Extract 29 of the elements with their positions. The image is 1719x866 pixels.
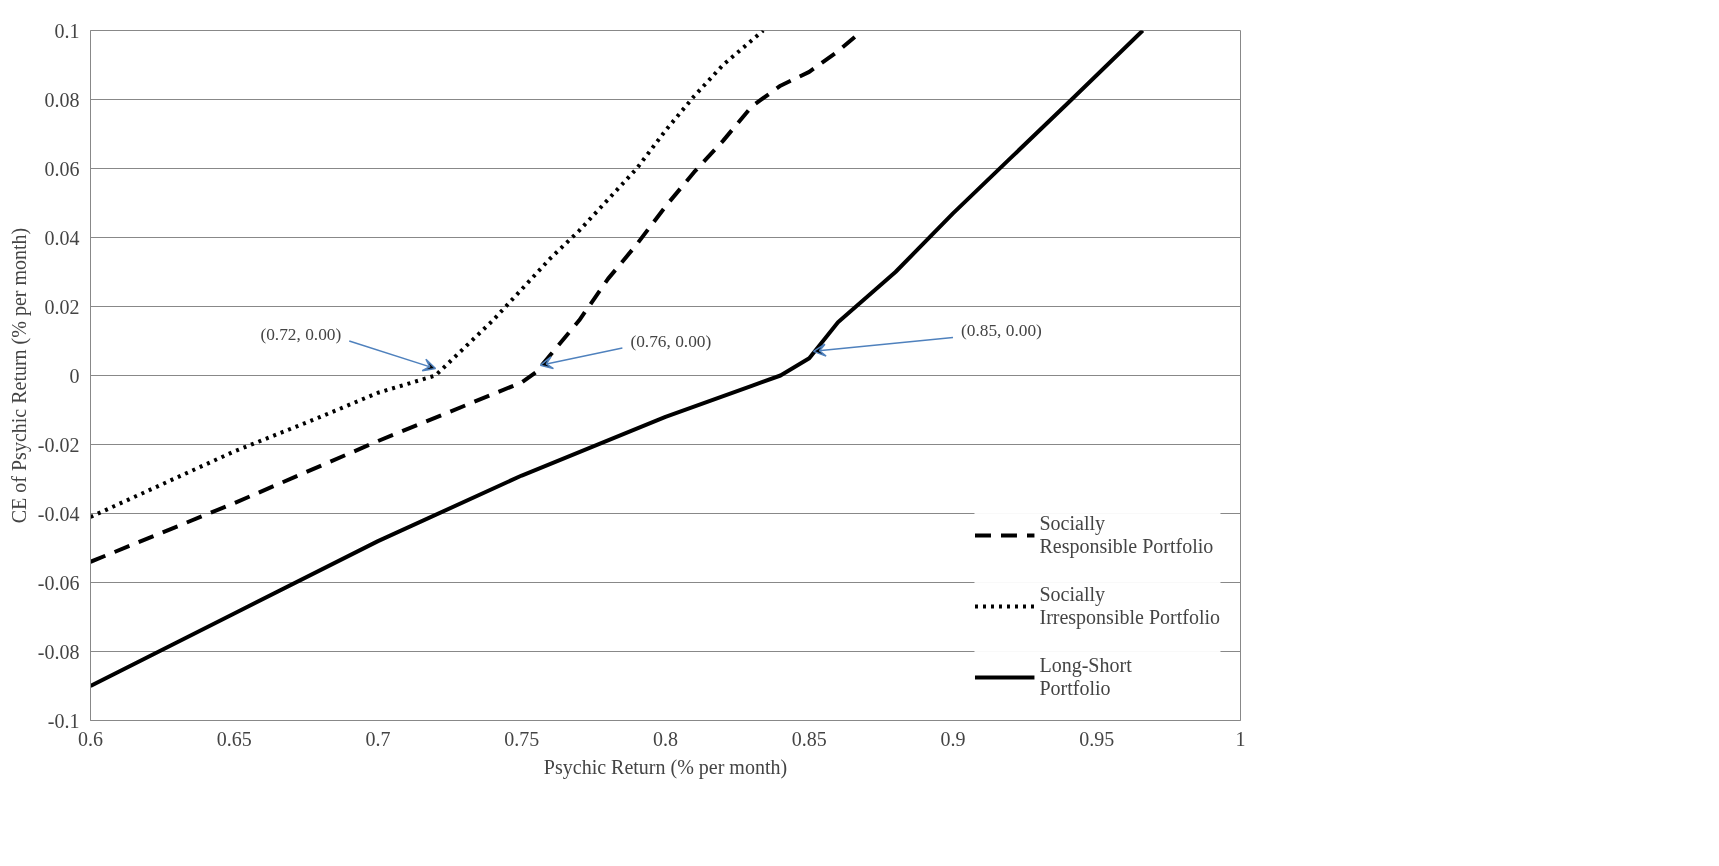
y-tick-label: 0.02	[44, 295, 80, 318]
y-tick-label: 0	[69, 364, 80, 387]
y-tick-label: 0.04	[44, 226, 80, 249]
legend-label: Socially Responsible Portfolio	[1039, 512, 1214, 558]
y-tick-label: 0.08	[44, 88, 80, 111]
y-axis-title: CE of Psychic Return (% per month)	[7, 227, 31, 524]
annotation: (0.72, 0.00)	[260, 324, 342, 344]
y-tick-label: -0.06	[37, 571, 80, 594]
x-tick-label: 1	[1235, 727, 1246, 750]
x-tick-label: 0.95	[1079, 727, 1115, 750]
x-tick-label: 0.9	[940, 727, 966, 750]
x-tick-label: 0.6	[78, 727, 103, 750]
y-tick-label: 0.06	[44, 157, 80, 180]
legend-label: Socially Irresponsible Portfolio	[1039, 583, 1220, 629]
x-tick-label: 0.65	[216, 727, 252, 750]
legend-label: Long-Short Portfolio	[1039, 654, 1132, 700]
x-axis-title: Psychic Return (% per month)	[543, 755, 788, 779]
x-tick-label: 0.85	[791, 727, 827, 750]
y-tick-label: -0.1	[47, 709, 80, 732]
y-tick-label: -0.04	[37, 502, 80, 525]
x-tick-label: 0.75	[504, 727, 540, 750]
x-tick-label: 0.7	[365, 727, 391, 750]
annotation: (0.85, 0.00)	[961, 321, 1043, 341]
y-tick-label: 0.1	[54, 19, 80, 42]
x-tick-label: 0.8	[653, 727, 678, 750]
y-tick-label: -0.02	[37, 433, 80, 456]
annotation: (0.76, 0.00)	[630, 331, 712, 351]
line-series	[90, 30, 766, 519]
y-tick-label: -0.08	[37, 640, 80, 663]
